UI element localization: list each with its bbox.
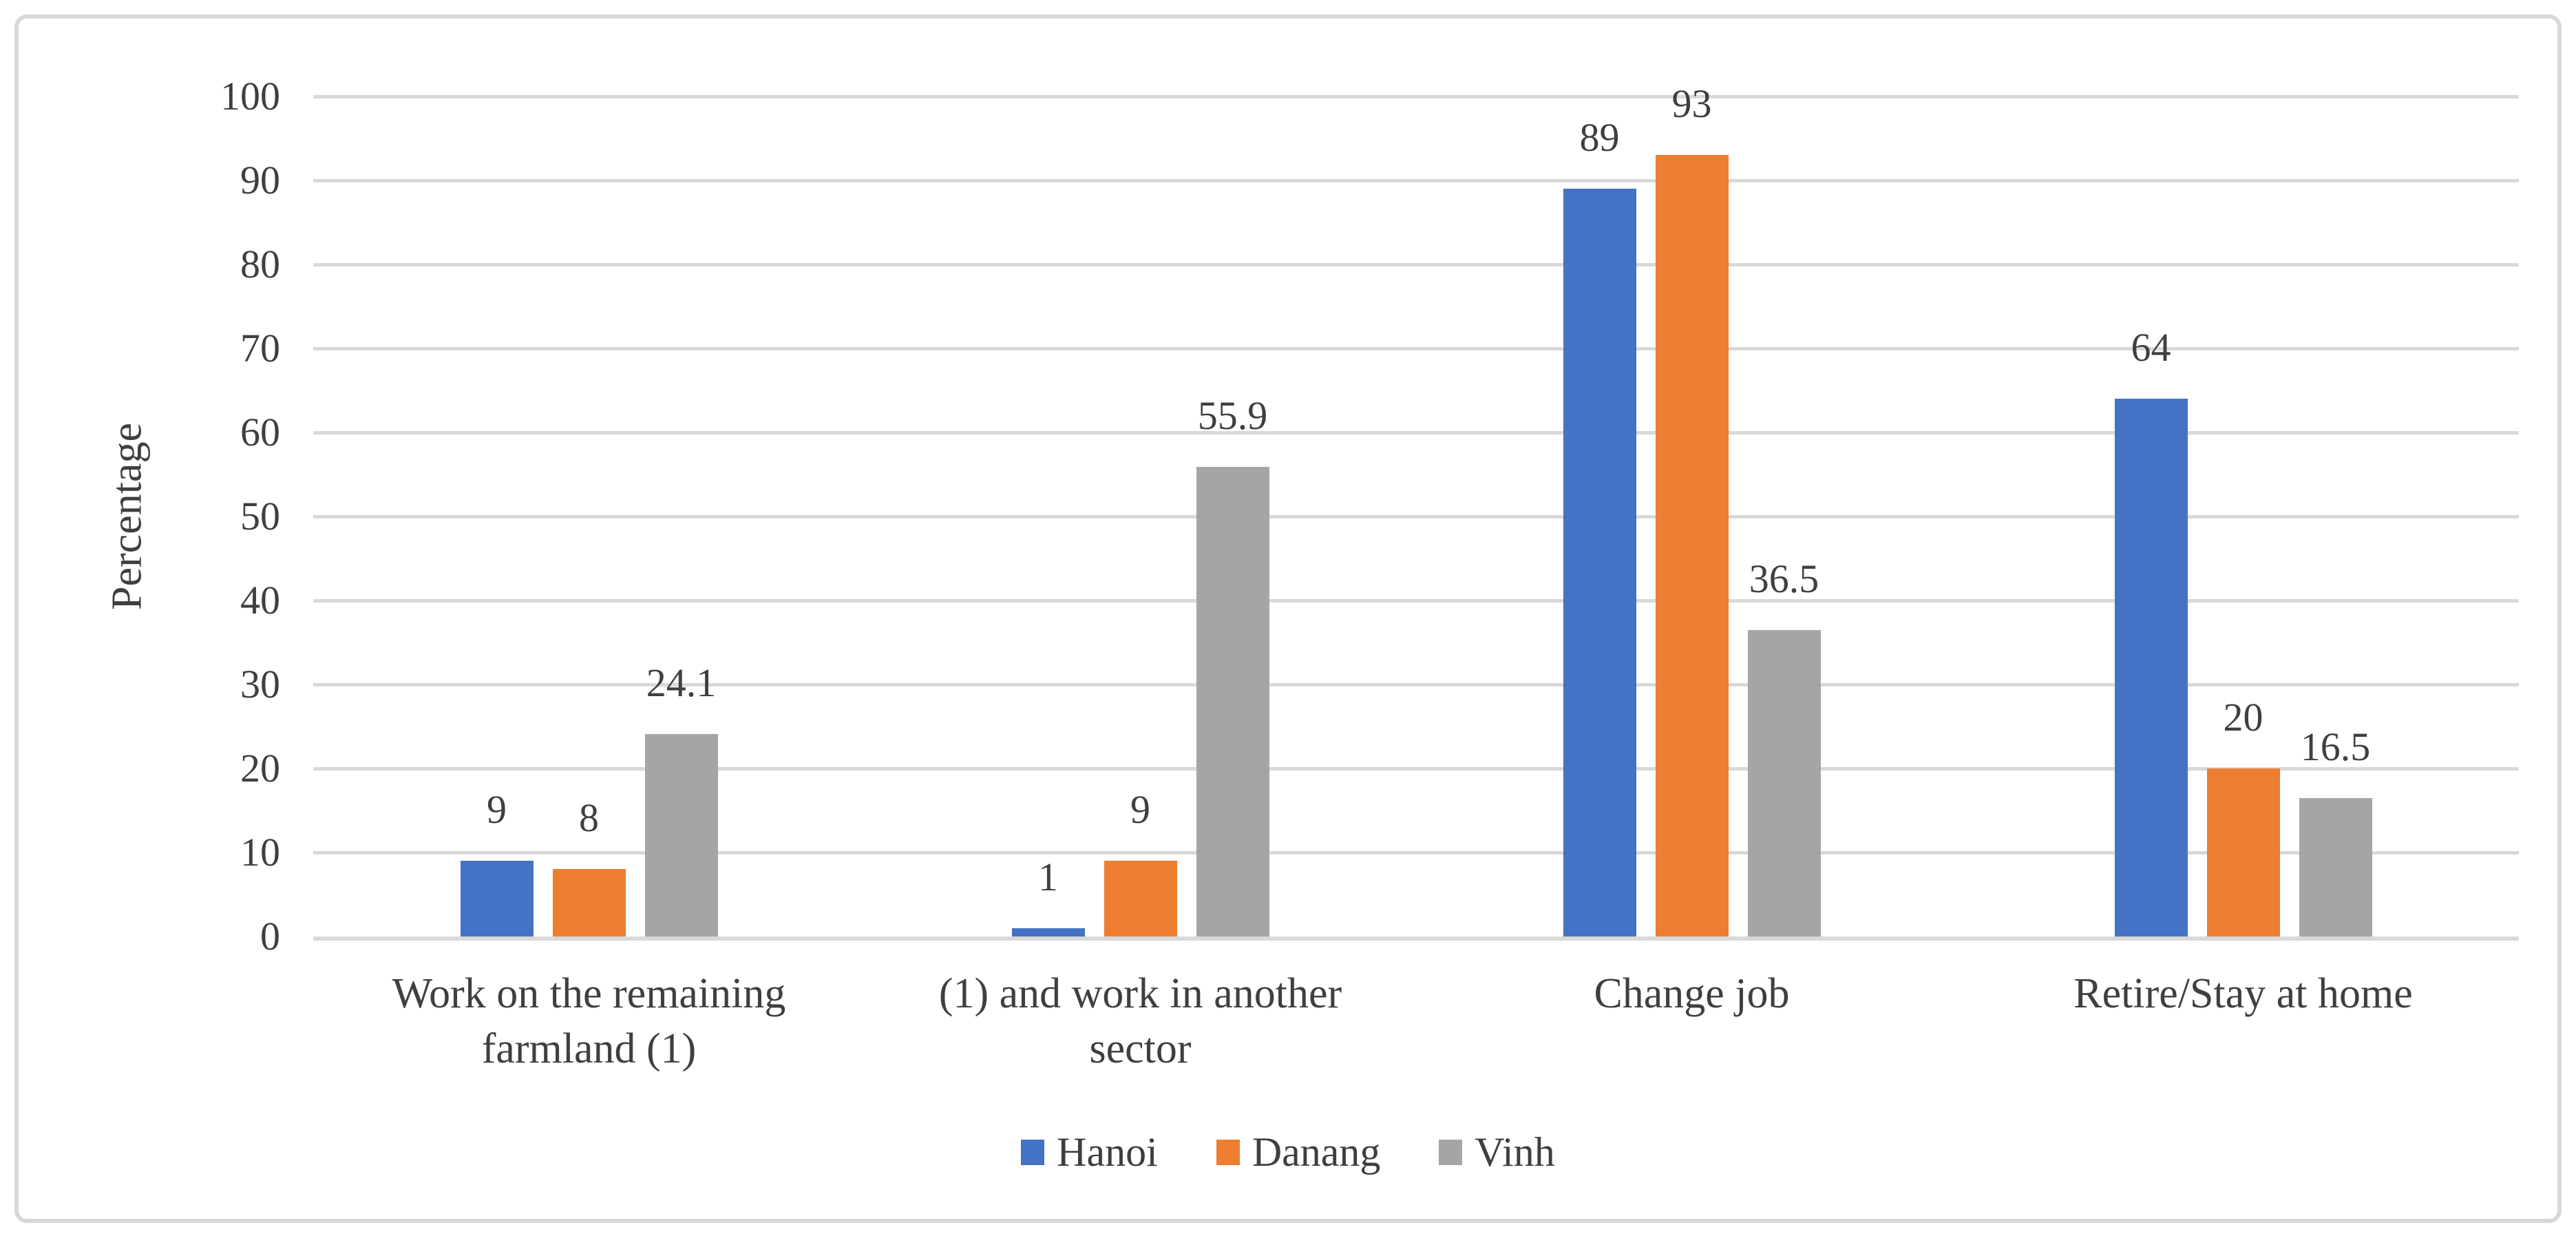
bar-value-label: 55.9 bbox=[1197, 393, 1268, 438]
bar-value-label: 36.5 bbox=[1749, 556, 1819, 601]
bar-group: 64 20 16.5 bbox=[1967, 96, 2519, 936]
gridline bbox=[313, 431, 2519, 435]
legend-swatch-danang bbox=[1216, 1140, 1240, 1165]
y-axis-tick-label: 80 bbox=[240, 242, 280, 286]
gridline bbox=[313, 515, 2519, 519]
bar-groups: 9 8 24.1 1 9 55.9 89 93 36.5 64 20 16.5 bbox=[313, 82, 2519, 936]
bar-item-danang: 20 bbox=[2206, 695, 2280, 936]
bar-group: 1 9 55.9 bbox=[865, 96, 1416, 936]
bar-value-label: 24.1 bbox=[646, 660, 717, 705]
bar-danang bbox=[2206, 768, 2280, 936]
category-label: Work on the remaining farmland (1) bbox=[392, 970, 786, 1072]
gridline bbox=[313, 683, 2519, 687]
bar-value-label: 9 bbox=[1130, 787, 1150, 832]
y-axis-tick-labels: 0 10 20 30 40 50 60 70 80 90 100 bbox=[19, 19, 280, 1256]
chart-outer-frame: Percentage 0 10 20 30 40 50 60 70 80 90 100 9 8 24.1… bbox=[14, 14, 2562, 1223]
legend-item-hanoi: Hanoi bbox=[1021, 1129, 1158, 1176]
bar-danang bbox=[1655, 155, 1729, 936]
bar-group: 9 8 24.1 bbox=[313, 96, 865, 936]
y-axis-tick-label: 50 bbox=[240, 494, 280, 538]
y-axis-tick-label: 60 bbox=[240, 410, 280, 454]
y-axis-tick-label: 40 bbox=[240, 578, 280, 622]
category-label: Retire/Stay at home bbox=[2073, 970, 2413, 1017]
y-axis-tick-label: 20 bbox=[240, 746, 280, 791]
bar-item-vinh: 24.1 bbox=[644, 660, 718, 936]
bar-item-hanoi: 64 bbox=[2114, 325, 2188, 936]
legend-swatch-vinh bbox=[1439, 1140, 1463, 1165]
gridline bbox=[313, 95, 2519, 98]
y-axis-tick-label: 100 bbox=[220, 74, 280, 118]
gridline bbox=[313, 347, 2519, 350]
plot-area: 9 8 24.1 1 9 55.9 89 93 36.5 64 20 16.5 bbox=[313, 82, 2519, 941]
y-axis-tick-label: 90 bbox=[240, 158, 280, 202]
bar-value-label: 16.5 bbox=[2300, 724, 2371, 769]
bar-vinh bbox=[644, 734, 718, 936]
bar-value-label: 20 bbox=[2223, 695, 2263, 740]
legend-swatch-hanoi bbox=[1021, 1140, 1045, 1165]
bar-hanoi bbox=[2114, 399, 2188, 936]
legend: Hanoi Danang Vinh bbox=[19, 1129, 2557, 1176]
y-axis-tick-label: 70 bbox=[240, 326, 280, 370]
x-axis-category-labels: Work on the remaining farmland (1) (1) a… bbox=[313, 954, 2519, 1076]
bar-item-vinh: 55.9 bbox=[1196, 394, 1269, 936]
bar-item-hanoi: 9 bbox=[460, 787, 534, 936]
gridline bbox=[313, 767, 2519, 771]
bar-item-vinh: 36.5 bbox=[1747, 556, 1821, 936]
category-label: Change job bbox=[1594, 970, 1790, 1017]
y-axis-tick-label: 10 bbox=[240, 830, 280, 875]
legend-item-vinh: Vinh bbox=[1439, 1129, 1555, 1176]
legend-label: Danang bbox=[1252, 1129, 1381, 1175]
bar-item-vinh: 16.5 bbox=[2299, 725, 2372, 936]
gridline bbox=[313, 179, 2519, 182]
bar-item-danang: 93 bbox=[1655, 81, 1729, 936]
bar-item-hanoi: 89 bbox=[1563, 116, 1636, 936]
bar-vinh bbox=[1196, 467, 1269, 936]
bar-vinh bbox=[1747, 630, 1821, 936]
bar-group: 89 93 36.5 bbox=[1416, 82, 1967, 936]
bar-value-label: 1 bbox=[1038, 855, 1058, 899]
y-axis-tick-label: 0 bbox=[260, 914, 280, 959]
bar-value-label: 89 bbox=[1579, 115, 1620, 160]
category-label: (1) and work in another sector bbox=[938, 970, 1342, 1072]
y-axis-tick-label: 30 bbox=[240, 662, 280, 706]
bar-value-label: 9 bbox=[487, 787, 507, 832]
bar-value-label: 64 bbox=[2131, 325, 2171, 370]
gridline bbox=[313, 599, 2519, 603]
bar-vinh bbox=[2299, 798, 2372, 936]
bar-item-danang: 8 bbox=[552, 795, 626, 936]
bar-danang bbox=[552, 869, 626, 936]
bar-value-label: 8 bbox=[579, 795, 599, 840]
gridline bbox=[313, 263, 2519, 266]
bar-hanoi bbox=[460, 861, 534, 936]
bar-danang bbox=[1104, 861, 1177, 936]
bar-item-danang: 9 bbox=[1104, 788, 1177, 936]
legend-label: Hanoi bbox=[1057, 1129, 1158, 1175]
legend-label: Vinh bbox=[1475, 1129, 1555, 1175]
bar-hanoi bbox=[1563, 189, 1636, 936]
legend-item-danang: Danang bbox=[1216, 1129, 1381, 1176]
bar-hanoi bbox=[1011, 928, 1085, 936]
bar-value-label: 93 bbox=[1671, 81, 1712, 126]
bar-item-hanoi: 1 bbox=[1011, 855, 1085, 936]
gridline bbox=[313, 851, 2519, 855]
